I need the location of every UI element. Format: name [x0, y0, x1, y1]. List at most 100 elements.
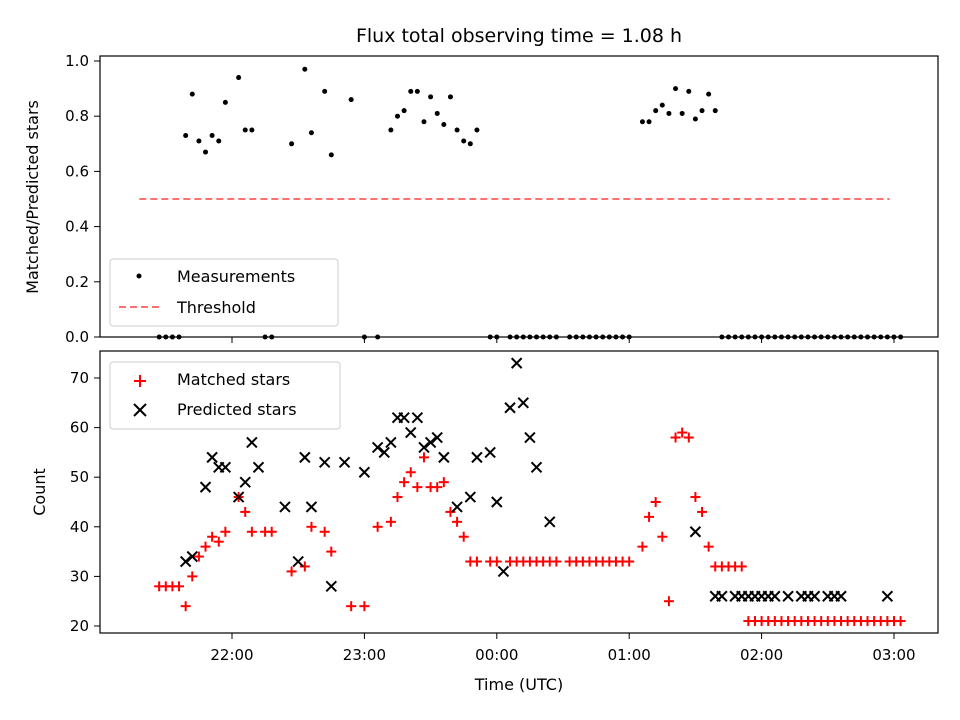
matched-star-point: [683, 432, 694, 443]
top-y-tick-label: 0.0: [65, 328, 89, 346]
measurement-point: [692, 116, 698, 122]
matched-star-point: [392, 492, 403, 503]
matched-star-point: [299, 561, 310, 572]
matched-star-point: [266, 526, 277, 537]
matched-star-point: [193, 551, 204, 562]
predicted-star-point: [292, 555, 304, 568]
measurement-point: [673, 86, 679, 92]
predicted-star-point: [530, 461, 543, 473]
x-tick-label: 00:00: [475, 646, 518, 664]
predicted-star-point: [769, 590, 781, 602]
matched-star-point: [213, 536, 224, 547]
measurement-point: [328, 152, 334, 158]
measurement-point: [189, 91, 195, 97]
matched-star-point: [471, 556, 482, 567]
predicted-star-point: [517, 397, 529, 409]
measurement-point: [249, 127, 255, 133]
bottom-y-axis-label: Count: [30, 468, 49, 516]
predicted-star-point: [464, 491, 477, 503]
bottom-panel: 20 30 40 50 60 70 22:00 23:00 00:00 01:00 02:00 03:…: [30, 350, 939, 694]
legend-threshold-label: Threshold: [176, 298, 256, 317]
measurement-point: [686, 88, 692, 94]
matched-star-point: [432, 482, 443, 493]
predicted-star-point: [881, 590, 894, 602]
matched-star-point: [418, 452, 429, 463]
predicted-star-point: [418, 441, 430, 454]
top-y-tick-label: 1.0: [65, 52, 89, 70]
measurement-point: [646, 119, 652, 125]
top-legend: Measurements Threshold: [109, 258, 339, 327]
measurement-point: [461, 138, 467, 144]
measurement-point: [639, 119, 645, 125]
matched-star-point: [697, 506, 708, 517]
measurement-point: [401, 108, 407, 114]
predicted-star-point: [279, 501, 291, 513]
bottom-axes-frame: [99, 350, 939, 634]
predicted-star-point: [206, 451, 218, 464]
x-axis-label: Time (UTC): [474, 675, 563, 694]
legend-measurements-label: Measurements: [177, 267, 295, 286]
top-y-tick-label: 0.2: [65, 273, 89, 291]
matched-star-point: [174, 581, 185, 592]
measurement-point: [428, 94, 434, 100]
predicted-star-point: [424, 436, 437, 449]
matched-star-point: [703, 541, 714, 552]
predicted-star-point: [179, 555, 192, 568]
measurement-point: [183, 133, 189, 139]
measurement-point: [322, 88, 328, 94]
bottom-y-tick-label: 50: [70, 468, 89, 486]
matched-star-point: [624, 556, 635, 567]
measurement-point: [434, 110, 440, 116]
top-panel: Flux total observing time = 1.08 h 0.00.…: [23, 25, 939, 346]
predicted-star-point: [338, 456, 351, 469]
predicted-star-point: [405, 426, 417, 439]
measurement-point: [706, 91, 712, 97]
top-y-tick-label: 0.4: [65, 218, 89, 236]
predicted-star-point: [252, 461, 265, 473]
predicted-star-point: [305, 501, 318, 513]
predicted-star-point: [398, 411, 410, 424]
legend-measurements-marker: [136, 273, 142, 279]
matched-star-point: [319, 526, 330, 537]
legend-matched-marker: [134, 375, 146, 387]
measurement-point: [209, 133, 215, 139]
measurement-point: [289, 141, 295, 147]
predicted-star-point: [544, 516, 556, 528]
bottom-y-tick-label: 20: [70, 617, 89, 635]
predicted-star-point: [438, 451, 450, 464]
matched-star-point: [286, 566, 297, 577]
predicted-star-point: [835, 590, 847, 602]
predicted-star-point: [689, 526, 702, 538]
predicted-star-point: [484, 446, 496, 459]
predicted-star-point: [232, 491, 245, 503]
top-y-tick-label: 0.8: [65, 107, 89, 125]
matched-star-point: [895, 616, 906, 627]
legend-predicted-marker: [133, 403, 147, 417]
top-ticks: 0.0 0.2 0.4 0.6 0.8 1.0: [65, 52, 895, 346]
predicted-star-point: [504, 402, 516, 414]
matched-star-point: [663, 596, 674, 607]
measurement-point: [222, 99, 228, 105]
x-tick-label: 01:00: [608, 646, 651, 664]
predicted-star-point: [524, 431, 536, 444]
matched-star-point: [200, 541, 211, 552]
bottom-y-tick-label: 30: [70, 567, 89, 585]
x-tick-label: 23:00: [343, 646, 386, 664]
measurement-point: [421, 119, 427, 125]
matched-star-point: [399, 477, 410, 488]
matched-star-point: [657, 531, 668, 542]
bottom-y-tick-label: 40: [70, 518, 89, 536]
top-y-axis-label: Matched/Predicted stars: [23, 100, 42, 294]
predicted-star-point: [325, 580, 338, 593]
matched-star-point: [240, 506, 251, 517]
matched-star-point: [491, 556, 502, 567]
matched-star-point: [405, 467, 416, 478]
predicted-star-point: [491, 496, 503, 508]
matched-star-point: [452, 516, 463, 527]
predicted-star-point: [239, 476, 251, 488]
predicted-star-point: [471, 451, 483, 464]
predicted-star-point: [510, 357, 523, 369]
predicted-star-point: [299, 451, 311, 464]
predicted-star-point: [497, 565, 510, 578]
matched-star-point: [385, 516, 396, 527]
